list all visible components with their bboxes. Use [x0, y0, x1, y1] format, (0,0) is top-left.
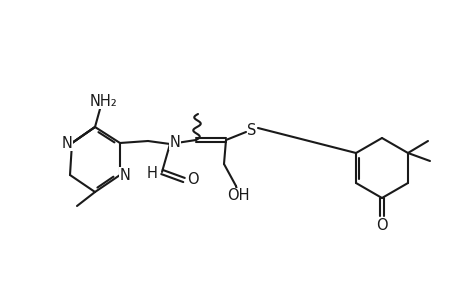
Text: OH: OH [226, 188, 249, 203]
Text: N: N [62, 136, 72, 151]
Text: H: H [146, 167, 157, 182]
Text: NH₂: NH₂ [90, 94, 118, 109]
Text: O: O [187, 172, 198, 188]
Text: O: O [375, 218, 387, 232]
Text: N: N [119, 167, 130, 182]
Text: S: S [247, 122, 256, 137]
Text: N: N [169, 134, 180, 149]
